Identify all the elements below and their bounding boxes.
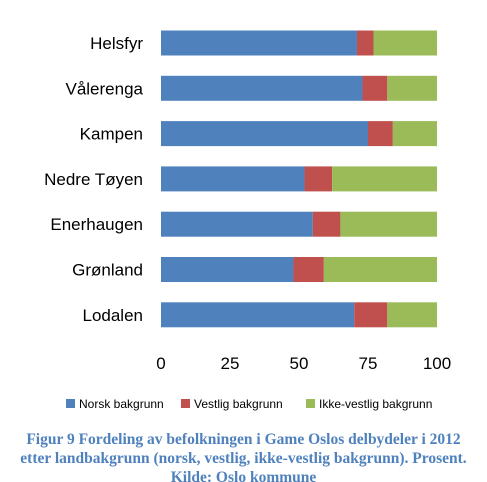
bar-segment xyxy=(323,257,437,282)
bars-group xyxy=(161,30,437,328)
bar-segment xyxy=(356,30,374,56)
x-tick-label: 50 xyxy=(290,354,309,373)
category-label: Grønland xyxy=(72,261,143,280)
bar-segment xyxy=(340,211,437,237)
bar-segment xyxy=(161,211,313,237)
bar-segment xyxy=(332,166,437,192)
category-label: Lodalen xyxy=(82,306,143,325)
legend-swatch xyxy=(181,399,190,408)
bar-segment xyxy=(161,30,357,56)
bar-segment xyxy=(161,166,305,192)
x-tick-label: 100 xyxy=(423,354,451,373)
bar-segment xyxy=(387,302,437,328)
figure-caption: Figur 9 Fordeling av befolkningen i Game… xyxy=(0,430,487,482)
category-label: Vålerenga xyxy=(65,79,143,98)
category-label: Nedre Tøyen xyxy=(44,170,143,189)
x-tick-label: 0 xyxy=(156,354,165,373)
category-label: Helsfyr xyxy=(90,34,143,53)
bar-segment xyxy=(362,75,388,101)
bar-segment xyxy=(373,30,437,56)
legend-swatch xyxy=(66,399,75,408)
legend: Norsk bakgrunn Vestlig bakgrunn Ikke-vestl… xyxy=(66,397,432,411)
bar-segment xyxy=(312,211,341,237)
bar-segment xyxy=(304,166,333,192)
x-tick-label: 75 xyxy=(359,354,378,373)
category-labels: Helsfyr Vålerenga Kampen Nedre Tøyen Enerhau… xyxy=(44,34,143,325)
bar-segment xyxy=(368,121,393,147)
category-label: Kampen xyxy=(80,125,143,144)
stacked-bar-chart: Helsfyr Vålerenga Kampen Nedre Tøyen Enerhau… xyxy=(44,30,451,411)
legend-swatch xyxy=(306,399,315,408)
bar-segment xyxy=(161,121,368,147)
legend-label: Vestlig bakgrunn xyxy=(194,397,283,411)
bar-segment xyxy=(387,75,437,101)
bar-segment xyxy=(354,302,388,328)
bar-segment xyxy=(161,75,363,101)
legend-label: Norsk bakgrunn xyxy=(79,397,164,411)
x-axis-ticks: 0 25 50 75 100 xyxy=(156,354,451,373)
bar-segment xyxy=(293,257,324,282)
legend-label: Ikke-vestlig bakgrunn xyxy=(319,397,432,411)
figure-caption-text: Figur 9 Fordeling av befolkningen i Game… xyxy=(20,431,467,482)
category-label: Enerhaugen xyxy=(50,215,143,234)
bar-segment xyxy=(392,121,437,147)
bar-segment xyxy=(161,257,294,282)
bar-segment xyxy=(161,302,355,328)
x-tick-label: 25 xyxy=(221,354,240,373)
